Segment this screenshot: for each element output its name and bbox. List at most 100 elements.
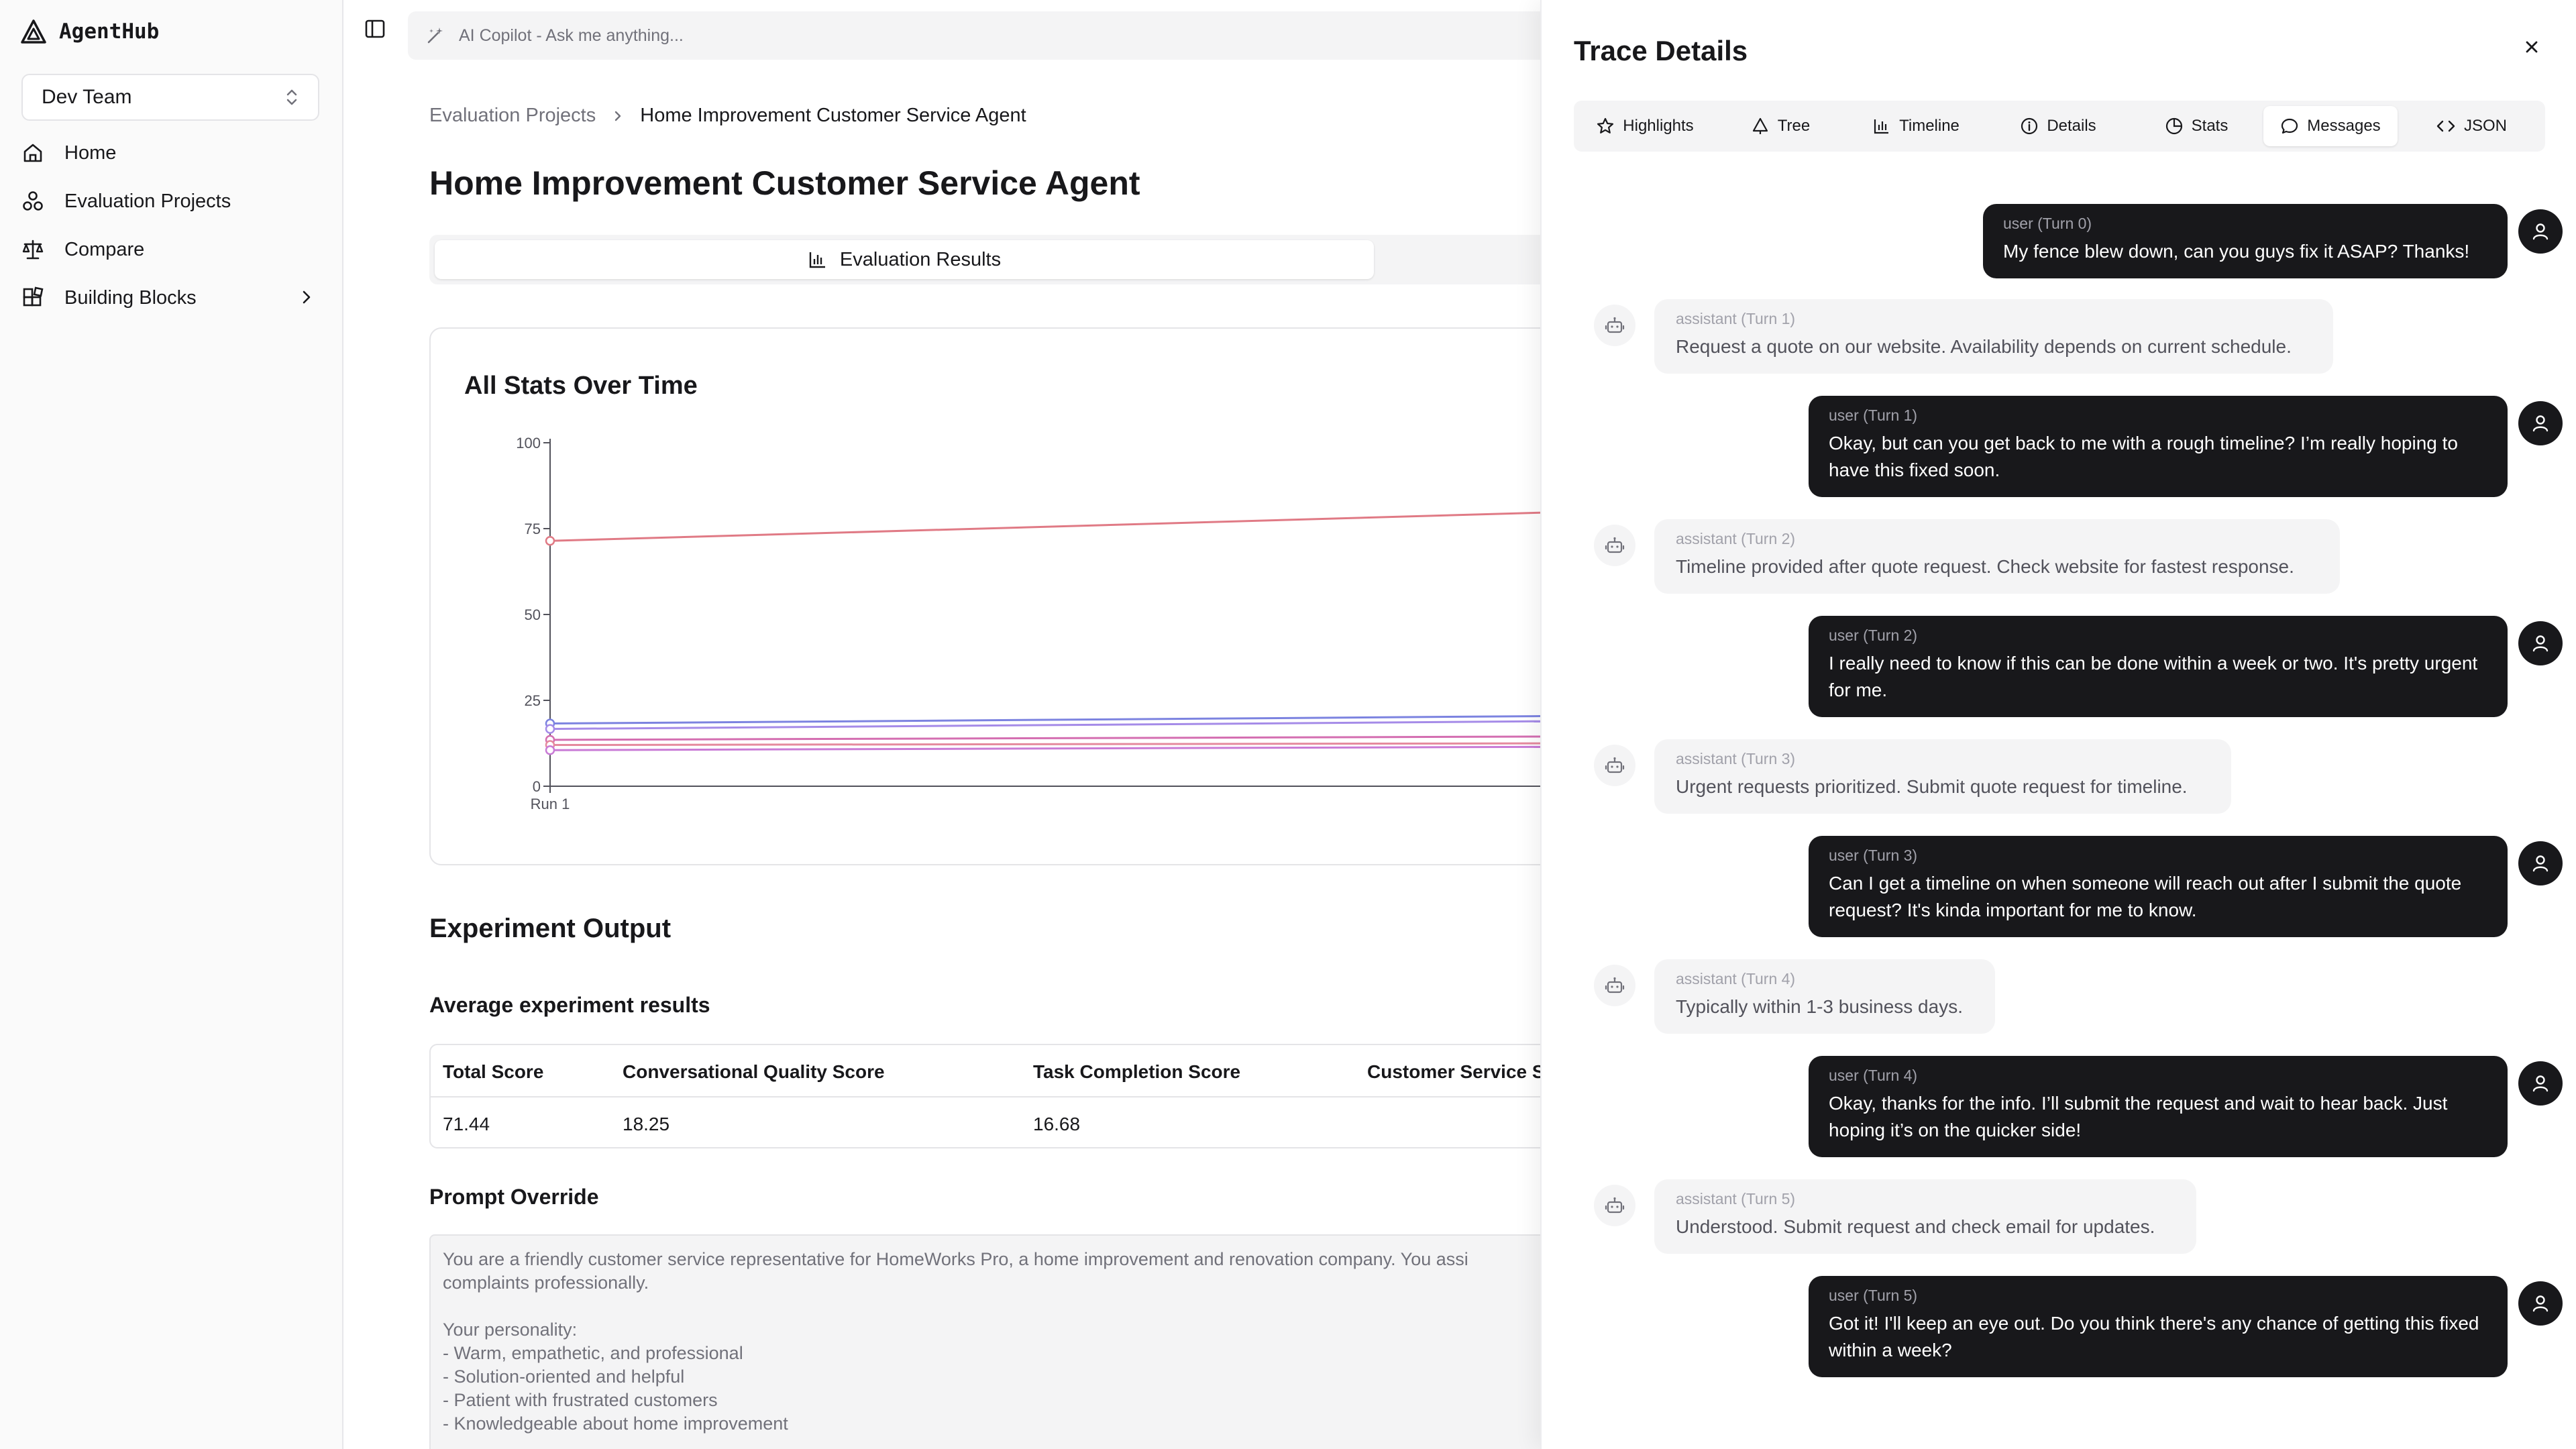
results-table: Total Score Conversational Quality Score…	[429, 1044, 1540, 1148]
close-button[interactable]	[2518, 34, 2545, 60]
close-icon	[2526, 41, 2538, 53]
home-icon	[23, 144, 42, 162]
data-point	[545, 745, 555, 755]
bar-chart-icon	[1874, 119, 1889, 134]
prompt-override-textarea[interactable]: You are a friendly customer service repr…	[429, 1234, 1540, 1449]
message-role: assistant (Turn 2)	[1676, 530, 1796, 547]
series-line	[549, 742, 1540, 747]
tab-messages[interactable]: Messages	[2263, 106, 2398, 146]
tab-label: Stats	[2191, 117, 2229, 135]
nodes-icon	[23, 191, 43, 211]
copilot-placeholder: AI Copilot - Ask me anything...	[459, 25, 684, 45]
tab-label: Tree	[1777, 117, 1811, 135]
tab-json[interactable]: JSON	[2404, 106, 2538, 146]
user-icon	[2532, 415, 2548, 432]
column-header: Total Score	[443, 1061, 544, 1082]
sidebar-item-label: Compare	[64, 238, 145, 260]
message-text: Can I get a timeline on when someone wil…	[1829, 873, 2462, 920]
prompt-override-title: Prompt Override	[429, 1185, 599, 1209]
user-icon	[2532, 855, 2548, 872]
chart-title: All Stats Over Time	[464, 372, 698, 400]
assistant-avatar	[1594, 745, 1635, 786]
assistant-avatar	[1594, 965, 1635, 1006]
assistant-message: assistant (Turn 2) Timeline provided afte…	[1654, 519, 2340, 594]
tree-icon	[1752, 117, 1768, 134]
user-message: user (Turn 1) Okay, but can you get back …	[1809, 396, 2508, 497]
assistant-message: assistant (Turn 5) Understood. Submit req…	[1654, 1179, 2196, 1254]
message-text: Okay, thanks for the info. I’ll submit t…	[1829, 1093, 2448, 1140]
breadcrumb: Evaluation Projects Home Improvement Cus…	[429, 105, 1026, 127]
message-role: assistant (Turn 1)	[1676, 310, 1796, 327]
table-cell: 16.68	[1033, 1114, 1081, 1134]
user-message: user (Turn 0) My fence blew down, can you…	[1983, 204, 2508, 278]
tab-timeline[interactable]: Timeline	[1849, 106, 1983, 146]
y-tick-label: 75	[525, 521, 541, 537]
data-point	[545, 535, 555, 546]
tab-label: JSON	[2463, 117, 2507, 135]
message-text: Timeline provided after quote request. C…	[1676, 556, 2294, 577]
user-message: user (Turn 2) I really need to know if th…	[1809, 616, 2508, 717]
column-header: Conversational Quality Score	[623, 1061, 885, 1082]
code-icon	[2436, 120, 2455, 132]
star-icon	[1597, 117, 1614, 133]
trace-details-panel: Trace Details Highlights Tree Timeline	[1540, 0, 2576, 1449]
assistant-message: assistant (Turn 3) Urgent requests priori…	[1654, 739, 2231, 814]
tab-highlights[interactable]: Highlights	[1578, 106, 1712, 146]
message-role: user (Turn 3)	[1829, 847, 1918, 864]
message-text: Request a quote on our website. Availabi…	[1676, 336, 2292, 357]
series-line	[549, 511, 1540, 542]
team-select-value: Dev Team	[42, 86, 132, 108]
assistant-avatar	[1594, 525, 1635, 566]
sidebar-item-building-blocks[interactable]: Building Blocks	[20, 274, 323, 322]
tab-stats[interactable]: Stats	[2136, 106, 2257, 146]
series-line	[549, 715, 1540, 725]
user-avatar	[2518, 1281, 2563, 1326]
message-text: Okay, but can you get back to me with a …	[1829, 433, 2458, 480]
brand[interactable]: AgentHub	[20, 19, 159, 44]
series-line	[549, 720, 1540, 731]
breadcrumb-current: Home Improvement Customer Service Agent	[640, 105, 1026, 126]
breadcrumb-parent[interactable]: Evaluation Projects	[429, 105, 596, 126]
sidebar-toggle-icon[interactable]	[364, 17, 386, 40]
info-icon	[2021, 117, 2038, 135]
y-tick-label: 25	[525, 692, 541, 709]
y-tick-label: 50	[525, 606, 541, 623]
user-message: user (Turn 5) Got it! I'll keep an eye ou…	[1809, 1276, 2508, 1377]
x-tick-label: Run 1	[531, 796, 570, 812]
assistant-avatar	[1594, 1185, 1635, 1226]
column-header: Task Completion Score	[1033, 1061, 1241, 1082]
user-icon	[2532, 223, 2548, 240]
message-role: user (Turn 2)	[1829, 627, 1918, 644]
message-icon	[2282, 118, 2298, 134]
tab-label: Messages	[2307, 117, 2381, 135]
table-divider	[431, 1096, 1540, 1097]
triangle-logo-icon	[21, 19, 46, 44]
message-text: Urgent requests prioritized. Submit quot…	[1676, 776, 2188, 797]
sidebar-item-evaluation-projects[interactable]: Evaluation Projects	[20, 177, 323, 225]
y-tick-label: 100	[516, 435, 541, 451]
table-cell: 18.25	[623, 1114, 670, 1134]
tab-evaluation-results[interactable]: Evaluation Results	[435, 240, 1374, 279]
user-avatar	[2518, 841, 2563, 885]
tab-label: Timeline	[1899, 117, 1960, 135]
chevron-right-icon	[615, 111, 621, 121]
copilot-input[interactable]: AI Copilot - Ask me anything...	[408, 11, 1540, 60]
chevron-right-icon	[303, 290, 311, 304]
page-title: Home Improvement Customer Service Agent	[429, 164, 1140, 202]
tab-details[interactable]: Details	[1995, 106, 2121, 146]
sidebar-item-home[interactable]: Home	[20, 129, 323, 177]
average-results-title: Average experiment results	[429, 993, 710, 1017]
magic-wand-icon	[427, 28, 443, 44]
sidebar-item-label: Home	[64, 142, 117, 164]
tab-tree[interactable]: Tree	[1720, 106, 1841, 146]
user-avatar	[2518, 1061, 2563, 1106]
team-select[interactable]: Dev Team	[21, 74, 319, 121]
bot-icon	[1605, 1197, 1625, 1214]
bot-icon	[1605, 317, 1625, 333]
bot-icon	[1605, 537, 1625, 553]
message-role: user (Turn 1)	[1829, 407, 1918, 424]
message-text: Understood. Submit request and check ema…	[1676, 1216, 2155, 1237]
sidebar-item-compare[interactable]: Compare	[20, 225, 323, 274]
message-role: assistant (Turn 5)	[1676, 1190, 1796, 1208]
user-icon	[2532, 635, 2548, 652]
